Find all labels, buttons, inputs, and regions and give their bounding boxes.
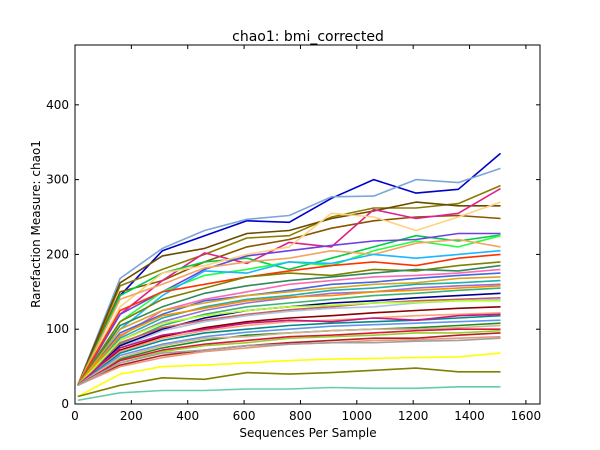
- y-tick-label-3: 300: [46, 173, 69, 187]
- series-line-16: [77, 272, 501, 386]
- series-line-21: [77, 287, 501, 386]
- series-line-20: [77, 285, 501, 386]
- series-line-33: [77, 328, 501, 386]
- series-line-12: [77, 253, 501, 386]
- series-line-10: [77, 238, 501, 386]
- series-line-9: [77, 201, 501, 386]
- x-tick-label-5: 1000: [342, 409, 373, 423]
- series-line-17: [77, 276, 501, 386]
- series-line-27: [77, 312, 501, 386]
- series-line-1: [77, 167, 501, 386]
- series-line-32: [77, 324, 501, 386]
- series-line-39: [77, 367, 501, 398]
- x-tick-label-1: 200: [120, 409, 143, 423]
- series-line-18: [77, 279, 501, 386]
- x-axis-label: Sequences Per Sample: [239, 426, 376, 440]
- series-line-7: [77, 232, 501, 386]
- series-line-25: [77, 299, 501, 386]
- series-line-26: [77, 306, 501, 386]
- series-line-23: [77, 297, 501, 386]
- x-tick-label-2: 400: [176, 409, 199, 423]
- y-tick-label-2: 200: [46, 247, 69, 261]
- series-layer: [77, 152, 502, 402]
- series-line-30: [77, 319, 501, 386]
- series-line-40: [77, 385, 501, 402]
- y-tick-label-4: 400: [46, 98, 69, 112]
- y-axis: 0 100 200 300 400: [46, 98, 540, 411]
- series-line-37: [77, 337, 501, 387]
- x-tick-label-0: 0: [71, 409, 79, 423]
- chart-title: chao1: bmi_corrected: [232, 29, 384, 45]
- series-line-35: [77, 332, 501, 387]
- series-line-29: [77, 313, 501, 386]
- x-tick-label-6: 1200: [398, 409, 429, 423]
- series-line-5: [77, 187, 501, 386]
- series-line-14: [77, 264, 501, 386]
- x-tick-label-3: 600: [233, 409, 256, 423]
- x-axis: 0 200 400 600 800 1000 1200 1400 1600: [71, 45, 541, 423]
- series-line-34: [77, 329, 501, 387]
- series-line-15: [77, 268, 501, 386]
- x-tick-label-7: 1400: [454, 409, 485, 423]
- y-tick-label-0: 0: [61, 397, 69, 411]
- series-line-2: [77, 184, 501, 386]
- series-line-3: [77, 201, 501, 386]
- x-tick-label-8: 1600: [511, 409, 542, 423]
- y-tick-label-1: 100: [46, 322, 69, 336]
- x-tick-label-4: 800: [289, 409, 312, 423]
- plot-frame: [74, 44, 541, 405]
- series-line-38: [77, 352, 501, 398]
- y-axis-label: Rarefaction Measure: chao1: [29, 140, 43, 308]
